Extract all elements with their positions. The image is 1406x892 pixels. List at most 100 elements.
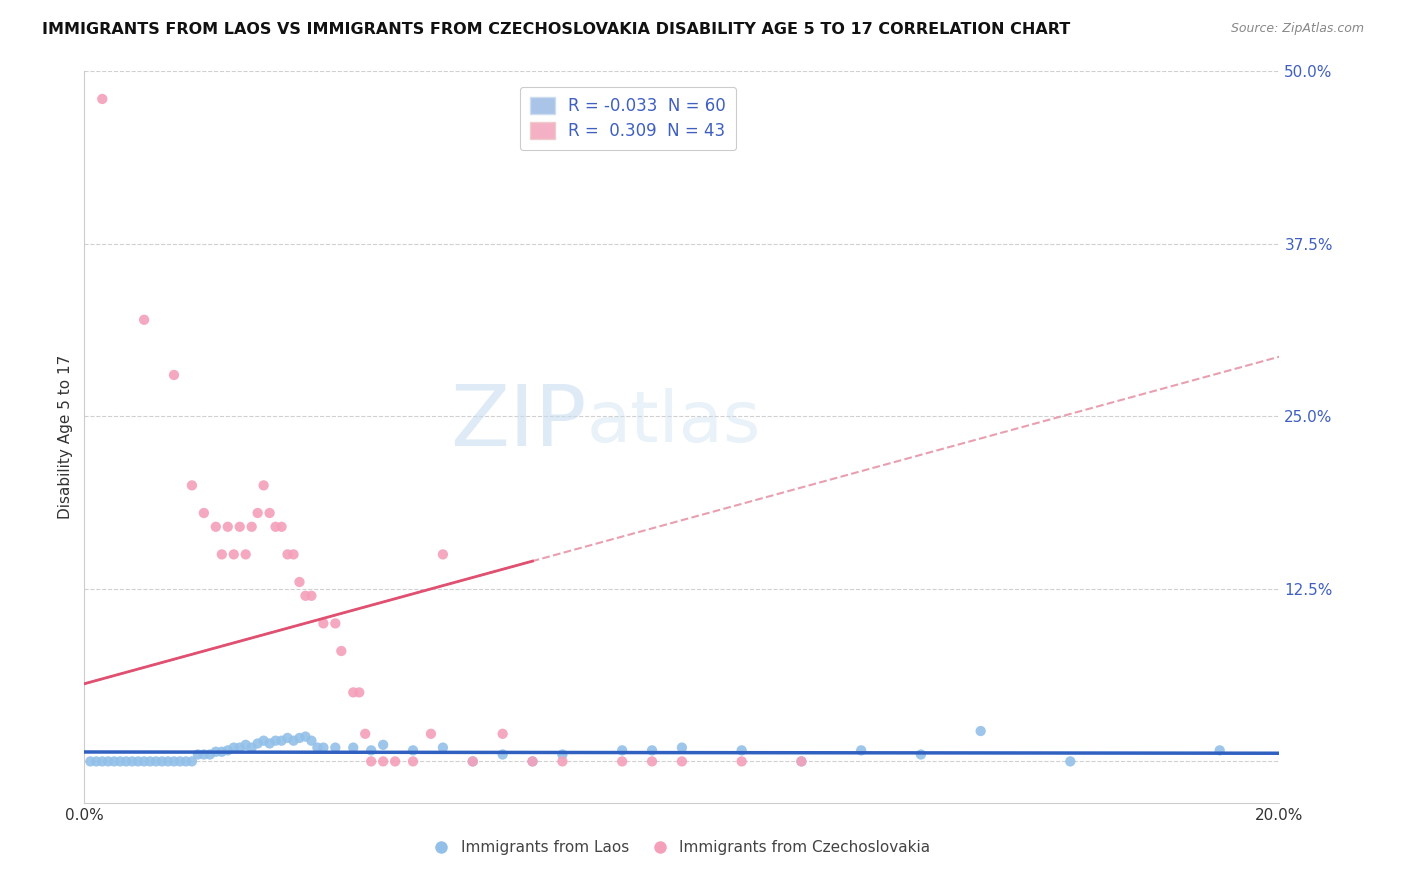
Point	[731, 755, 754, 769]
Point	[360, 755, 382, 769]
Point	[205, 745, 228, 759]
Point	[217, 520, 239, 534]
Point	[259, 506, 281, 520]
Point	[150, 755, 173, 769]
Point	[671, 740, 693, 755]
Point	[246, 736, 269, 750]
Point	[612, 755, 634, 769]
Point	[731, 743, 754, 757]
Point	[181, 755, 204, 769]
Point	[294, 730, 316, 744]
Point	[235, 738, 257, 752]
Point	[354, 727, 377, 741]
Point	[277, 548, 299, 562]
Point	[970, 724, 993, 739]
Text: ZIP: ZIP	[450, 381, 586, 464]
Point	[790, 755, 813, 769]
Point	[492, 727, 515, 741]
Point	[373, 755, 395, 769]
Point	[198, 747, 221, 762]
Y-axis label: Disability Age 5 to 17: Disability Age 5 to 17	[58, 355, 73, 519]
Point	[97, 755, 120, 769]
Point	[522, 755, 544, 769]
Point	[211, 548, 233, 562]
Point	[283, 733, 305, 747]
Point	[641, 743, 664, 757]
Point	[187, 747, 209, 762]
Point	[294, 589, 316, 603]
Point	[259, 736, 281, 750]
Point	[312, 616, 335, 631]
Point	[373, 738, 395, 752]
Point	[301, 733, 323, 747]
Point	[127, 755, 149, 769]
Text: atlas: atlas	[586, 388, 761, 457]
Point	[1059, 755, 1081, 769]
Point	[228, 520, 252, 534]
Point	[270, 733, 292, 747]
Point	[205, 520, 228, 534]
Point	[193, 747, 215, 762]
Point	[270, 520, 292, 534]
Point	[121, 755, 143, 769]
Point	[145, 755, 167, 769]
Point	[1209, 743, 1232, 757]
Point	[307, 740, 329, 755]
Point	[163, 368, 186, 382]
Point	[342, 740, 364, 755]
Point	[91, 92, 114, 106]
Point	[384, 755, 406, 769]
Point	[240, 520, 263, 534]
Point	[910, 747, 932, 762]
Point	[432, 740, 454, 755]
Point	[325, 740, 347, 755]
Point	[492, 747, 515, 762]
Point	[181, 478, 204, 492]
Point	[139, 755, 162, 769]
Point	[264, 520, 287, 534]
Point	[551, 755, 574, 769]
Point	[461, 755, 484, 769]
Point	[277, 731, 299, 745]
Point	[228, 740, 252, 755]
Point	[235, 548, 257, 562]
Point	[288, 731, 311, 745]
Point	[612, 743, 634, 757]
Point	[246, 506, 269, 520]
Point	[240, 740, 263, 755]
Text: Source: ZipAtlas.com: Source: ZipAtlas.com	[1230, 22, 1364, 36]
Point	[103, 755, 125, 769]
Point	[790, 755, 813, 769]
Point	[91, 755, 114, 769]
Point	[851, 743, 873, 757]
Point	[169, 755, 191, 769]
Point	[432, 548, 454, 562]
Point	[551, 747, 574, 762]
Point	[79, 755, 101, 769]
Text: IMMIGRANTS FROM LAOS VS IMMIGRANTS FROM CZECHOSLOVAKIA DISABILITY AGE 5 TO 17 CO: IMMIGRANTS FROM LAOS VS IMMIGRANTS FROM …	[42, 22, 1070, 37]
Point	[283, 548, 305, 562]
Point	[132, 755, 156, 769]
Point	[342, 685, 364, 699]
Point	[461, 755, 484, 769]
Point	[86, 755, 108, 769]
Point	[217, 743, 239, 757]
Point	[163, 755, 186, 769]
Point	[253, 733, 276, 747]
Point	[360, 743, 382, 757]
Point	[325, 616, 347, 631]
Point	[193, 506, 215, 520]
Point	[288, 574, 311, 589]
Point	[222, 740, 245, 755]
Point	[420, 727, 443, 741]
Legend: Immigrants from Laos, Immigrants from Czechoslovakia: Immigrants from Laos, Immigrants from Cz…	[427, 834, 936, 861]
Point	[264, 733, 287, 747]
Point	[402, 755, 425, 769]
Point	[641, 755, 664, 769]
Point	[253, 478, 276, 492]
Point	[301, 589, 323, 603]
Point	[312, 740, 335, 755]
Point	[522, 755, 544, 769]
Point	[174, 755, 197, 769]
Point	[222, 548, 245, 562]
